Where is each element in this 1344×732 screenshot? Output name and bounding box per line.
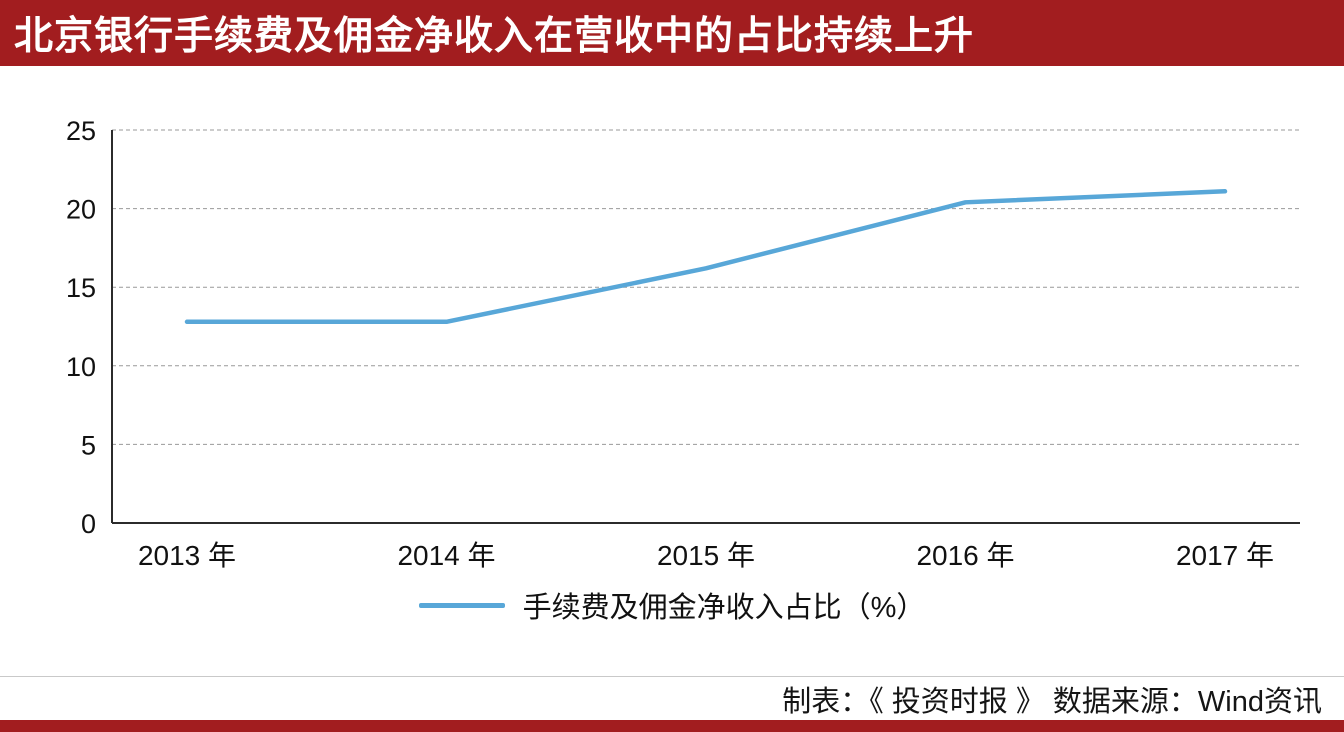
y-tick-label: 15 [66, 273, 96, 303]
x-tick-label: 2015 年 [657, 540, 755, 571]
x-tick-label: 2017 年 [1176, 540, 1274, 571]
chart-legend: 手续费及佣金净收入占比（%） [0, 576, 1344, 634]
footer-credit: 制表：《 投资时报 》 数据来源：Wind资讯 [782, 685, 1322, 718]
series-line [184, 189, 1228, 325]
y-tick-label: 25 [66, 116, 96, 146]
legend-label: 手续费及佣金净收入占比（%） [522, 592, 926, 624]
y-tick-label: 10 [66, 352, 96, 382]
page-title: 北京银行手续费及佣金净收入在营收中的占比持续上升 [14, 15, 975, 58]
title-banner: 北京银行手续费及佣金净收入在营收中的占比持续上升 [0, 0, 1344, 66]
y-tick-label: 20 [66, 195, 96, 225]
x-tick-label: 2016 年 [916, 540, 1014, 571]
x-tick-label: 2014 年 [397, 540, 495, 571]
legend-line-swatch-icon [418, 602, 505, 608]
y-tick-label: 0 [81, 509, 96, 539]
y-tick-label: 5 [81, 430, 96, 460]
footer: 制表：《 投资时报 》 数据来源：Wind资讯 [0, 676, 1344, 720]
x-tick-label: 2013 年 [138, 540, 236, 571]
chart-area: 0 5 10 15 20 25 2013 年 2014 年 2015 年 2016 年 2017 年 [0, 66, 1344, 576]
spacer [0, 634, 1344, 676]
bottom-accent-bar [0, 720, 1344, 732]
line-chart: 0 5 10 15 20 25 2013 年 2014 年 2015 年 2016 年 2017 年 [66, 116, 1300, 571]
